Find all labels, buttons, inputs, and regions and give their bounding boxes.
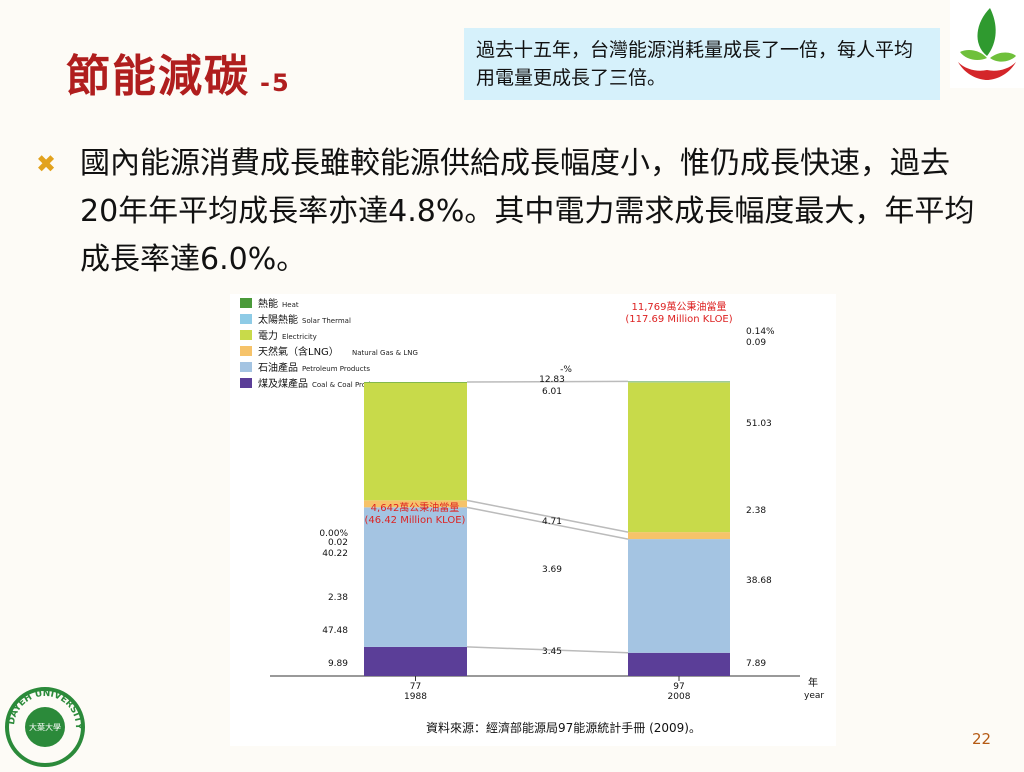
data-label-1988: 40.22 — [322, 549, 348, 559]
energy-chart: 熱能 Heat 太陽熱能 Solar Thermal 電力 Electricity 天然氣（… — [230, 294, 836, 746]
connector-line — [466, 646, 629, 654]
legend-label-en: Electricity — [282, 333, 317, 341]
legend-swatch — [240, 346, 252, 356]
university-seal: DAYEH UNIVERSITY 大葉大學 — [4, 686, 86, 768]
university-seal-icon: DAYEH UNIVERSITY 大葉大學 — [5, 687, 85, 767]
total-label-1988-en: (46.42 Million KLOE) — [365, 515, 466, 526]
x-tick-label-2: 2008 — [668, 692, 691, 702]
data-label-1988: 2.38 — [328, 593, 348, 603]
bullet-text: 國內能源消費成長雖較能源供給成長幅度小，惟仍成長快速，過去20年年平均成長率亦達… — [80, 146, 975, 277]
slide-title-text: 節能減碳 — [66, 51, 250, 102]
legend-swatch — [240, 314, 252, 324]
legend-label-en: Petroleum Products — [302, 365, 370, 373]
bar-segment — [628, 381, 730, 382]
x-unit-label-2: year — [804, 691, 824, 701]
bar-segment — [364, 507, 467, 647]
connector-line — [466, 499, 629, 533]
bar-segment — [364, 500, 467, 508]
data-label-1988: 0.00% — [319, 529, 348, 539]
note-box: 過去十五年，台灣能源消耗量成長了一倍，每人平均用電量更成長了三倍。 — [464, 28, 940, 100]
legend-swatch — [240, 330, 252, 340]
data-label-2008: 2.38 — [746, 506, 766, 516]
connector-line — [466, 506, 629, 540]
bullet-icon: ✖ — [36, 150, 57, 178]
data-label-1988: 0.02 — [328, 538, 348, 548]
bar-segment — [628, 652, 730, 676]
legend-swatch — [240, 298, 252, 308]
plant-logo-icon — [958, 8, 1016, 80]
legend-label: 煤及煤產品 — [258, 377, 308, 390]
data-label-2008: 38.68 — [746, 576, 772, 586]
bar-segment — [628, 381, 730, 383]
growth-rate-label: 3.45 — [542, 647, 562, 657]
university-seal-center: 大葉大學 — [29, 722, 61, 732]
data-label-2008: 0.09 — [746, 338, 766, 348]
legend-label-en: Coal & Coal Products — [312, 381, 386, 389]
bar-segment — [628, 539, 730, 653]
bar-segment — [628, 532, 730, 540]
legend-swatch — [240, 378, 252, 388]
energy-chart-svg: 熱能 Heat 太陽熱能 Solar Thermal 電力 Electricity 天然氣（… — [240, 297, 824, 735]
growth-header: -% — [560, 365, 572, 375]
slide-title-suffix: -5 — [260, 69, 291, 97]
legend-label: 天然氣（含LNG） — [258, 345, 339, 358]
data-label-1988: 47.48 — [322, 626, 348, 636]
page-number: 22 — [972, 730, 992, 748]
total-label-2008-en: (117.69 Million KLOE) — [625, 314, 732, 325]
bar-segment — [364, 646, 467, 676]
connector-line — [466, 380, 629, 383]
legend-label-en: Heat — [282, 301, 299, 309]
data-label-2008: 51.03 — [746, 419, 772, 429]
bar-segment — [364, 382, 467, 501]
data-label-2008: 0.14% — [746, 327, 775, 337]
note-text: 過去十五年，台灣能源消耗量成長了一倍，每人平均用電量更成長了三倍。 — [476, 39, 914, 89]
growth-rate-label: 6.01 — [542, 387, 562, 397]
legend-label: 電力 — [258, 329, 278, 342]
data-label-1988: 9.89 — [328, 659, 348, 669]
legend-label: 熱能 — [258, 297, 278, 310]
slide-title: 節能減碳 -5 — [66, 40, 291, 104]
x-tick-label-2: 1988 — [404, 692, 427, 702]
x-tick-label-1: 77 — [410, 682, 421, 692]
growth-rate-label: 4.71 — [542, 517, 562, 527]
legend-label: 太陽熱能 — [258, 313, 298, 326]
plant-logo — [950, 0, 1024, 88]
x-unit-label-1: 年 — [808, 676, 818, 689]
growth-rate-label: 12.83 — [539, 375, 565, 385]
legend-label: 石油產品 — [258, 361, 298, 374]
source-note: 資料來源：經濟部能源局97能源統計手冊 (2009)。 — [426, 720, 701, 735]
bar-segment — [628, 382, 730, 533]
legend-label-en: Natural Gas & LNG — [352, 349, 418, 357]
bar-segment — [364, 382, 467, 383]
legend-label-en: Solar Thermal — [302, 317, 351, 325]
data-label-2008: 7.89 — [746, 659, 766, 669]
x-tick-label-1: 97 — [673, 682, 684, 692]
growth-rate-label: 3.69 — [542, 565, 562, 575]
legend-swatch — [240, 362, 252, 372]
total-label-1988: 4,642萬公秉油當量 — [371, 501, 460, 514]
total-label-2008: 11,769萬公秉油當量 — [632, 300, 727, 313]
